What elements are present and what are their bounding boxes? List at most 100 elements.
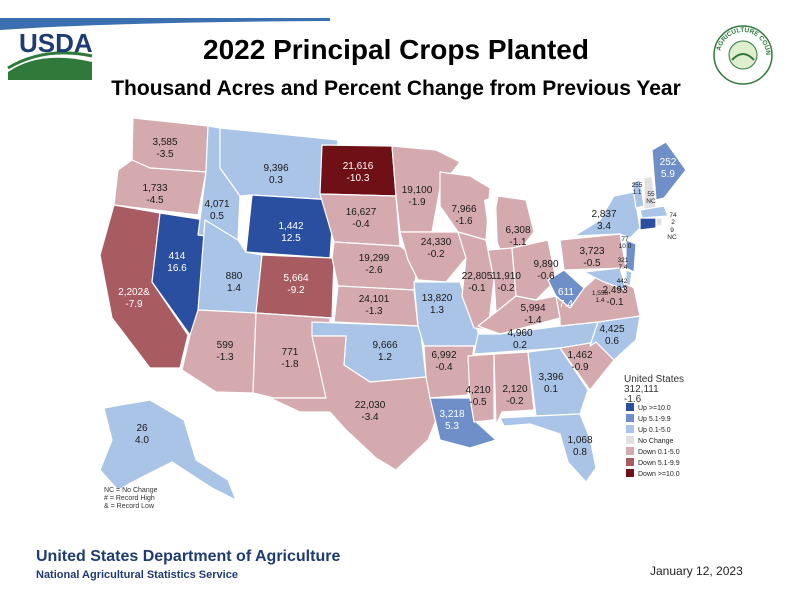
state-VT-value: 255: [632, 182, 643, 189]
state-FL[interactable]: [499, 413, 597, 483]
footer-sub: National Agricultural Statistics Service: [36, 569, 238, 581]
state-AK-change: 4.0: [135, 435, 149, 446]
state-IL-change: -0.1: [468, 283, 486, 294]
state-CA-change: -7.9: [125, 299, 143, 310]
state-SD-value: 16,627: [346, 207, 377, 218]
us-total-value: 312,111: [624, 384, 659, 395]
map-legend: Up >=10.0 Up 5.1-9.9 Up 0.1-5.0 No Change Do…: [626, 403, 680, 478]
us-total: United States 312,111 -1.6: [624, 375, 684, 405]
state-OR[interactable]: [113, 159, 207, 216]
state-CT[interactable]: [639, 217, 657, 231]
state-VA-value: 2,493: [602, 285, 627, 296]
state-AR-value: 6,992: [431, 350, 456, 361]
state-WI-change: -1.6: [455, 216, 473, 227]
state-WY-change: 12.5: [281, 233, 301, 244]
state-AZ-change: -1.3: [216, 352, 234, 363]
page-title: 2022 Principal Crops Planted: [203, 34, 589, 65]
state-FL-change: 0.8: [573, 447, 587, 458]
state-SD-change: -0.4: [352, 219, 370, 230]
state-AK-value: 26: [136, 423, 148, 434]
state-MA-value: 74: [669, 212, 677, 219]
state-ID-value: 4,071: [204, 199, 229, 210]
state-CT-value: 77: [621, 236, 629, 243]
state-ME-value: 252: [660, 157, 677, 168]
state-NV-change: 16.6: [167, 263, 187, 274]
legend-label-4: Down 0.1-5.0: [638, 449, 680, 456]
state-VT-change: 1.1: [632, 189, 641, 196]
state-MS[interactable]: [467, 353, 495, 423]
state-NJ[interactable]: [625, 239, 637, 273]
state-NC-value: 4,425: [599, 324, 624, 335]
legend-swatch-5: [626, 458, 634, 466]
state-ME[interactable]: [651, 141, 687, 201]
seal-crop-icon: [731, 53, 755, 61]
state-ME-change: 5.9: [661, 169, 675, 180]
state-MN-change: -1.9: [408, 197, 426, 208]
state-WA-value: 3,585: [152, 137, 177, 148]
state-LA-value: 3,218: [439, 409, 464, 420]
state-KS-change: -1.3: [365, 306, 383, 317]
state-DE-value: 442: [617, 278, 628, 285]
logo-swoosh-blue: [0, 18, 330, 30]
legend-swatch-6: [626, 469, 634, 477]
state-IN-change: -0.2: [497, 283, 515, 294]
state-AR[interactable]: [423, 345, 475, 399]
state-WA-change: -3.5: [156, 149, 174, 160]
state-TN-change: 0.2: [513, 340, 527, 351]
legend-swatch-2: [626, 425, 634, 433]
state-NY-change: 3.4: [597, 221, 611, 232]
state-NJ-value: 321: [618, 257, 629, 264]
state-MA-change: 2: [671, 219, 675, 226]
state-VA-change: -0.1: [606, 297, 624, 308]
state-DE[interactable]: [625, 269, 633, 287]
state-AL[interactable]: [493, 351, 535, 426]
state-NM-change: -1.8: [281, 359, 299, 370]
state-CT-change: 10.0: [619, 243, 632, 250]
state-MO-value: 13,820: [422, 293, 453, 304]
state-CA-value: 2,202&: [118, 287, 150, 298]
great-lakes: [484, 196, 552, 250]
state-AK[interactable]: [99, 399, 237, 501]
state-IL-value: 22,805: [462, 271, 493, 282]
state-AL-value: 2,120: [502, 384, 527, 395]
state-WI-value: 7,966: [451, 204, 476, 215]
state-GA[interactable]: [527, 347, 589, 417]
state-WV[interactable]: [547, 269, 585, 309]
state-MD[interactable]: [583, 267, 627, 291]
state-TX[interactable]: [269, 335, 441, 471]
usda-logo-text: USDA: [19, 28, 93, 58]
state-RI[interactable]: [655, 217, 663, 227]
state-DE-change: 4.7: [617, 285, 626, 292]
legend-label-5: Down 5.1-9.9: [638, 460, 680, 467]
state-OH[interactable]: [511, 239, 557, 301]
state-NH-value: 55: [647, 191, 655, 198]
state-CO[interactable]: [255, 254, 335, 319]
state-UT-change: 1.4: [227, 283, 241, 294]
state-IN-value: 11,910: [491, 271, 521, 282]
legend-swatch-3: [626, 436, 634, 444]
state-KY[interactable]: [477, 295, 561, 335]
state-MD-change: 1.4: [595, 297, 604, 304]
state-MI-change: -1.1: [509, 237, 527, 248]
legend-swatch-1: [626, 414, 634, 422]
state-AR-change: -0.4: [435, 362, 453, 373]
state-NC-change: 0.6: [605, 336, 619, 347]
legend-swatch-0: [626, 403, 634, 411]
state-ND-change: -10.3: [347, 173, 370, 184]
state-WY-value: 1,442: [278, 221, 303, 232]
state-TX-change: -3.4: [361, 412, 379, 423]
state-NY[interactable]: [573, 191, 641, 239]
us-total-label: United States: [624, 374, 685, 385]
state-GA-change: 0.1: [544, 384, 558, 395]
state-IL[interactable]: [457, 231, 495, 331]
state-MN[interactable]: [391, 145, 461, 233]
legend-label-1: Up 5.1-9.9: [638, 416, 671, 423]
footer-org: United States Department of Agriculture: [36, 548, 341, 565]
state-MA[interactable]: [639, 205, 669, 219]
state-KS-value: 24,101: [359, 294, 390, 305]
state-OH-change: -0.6: [537, 271, 555, 282]
state-KY-change: -1.4: [524, 315, 542, 326]
state-PA-value: 3,723: [579, 246, 604, 257]
state-KY-value: 5,994: [520, 303, 545, 314]
state-NE-change: -2.6: [365, 265, 383, 276]
